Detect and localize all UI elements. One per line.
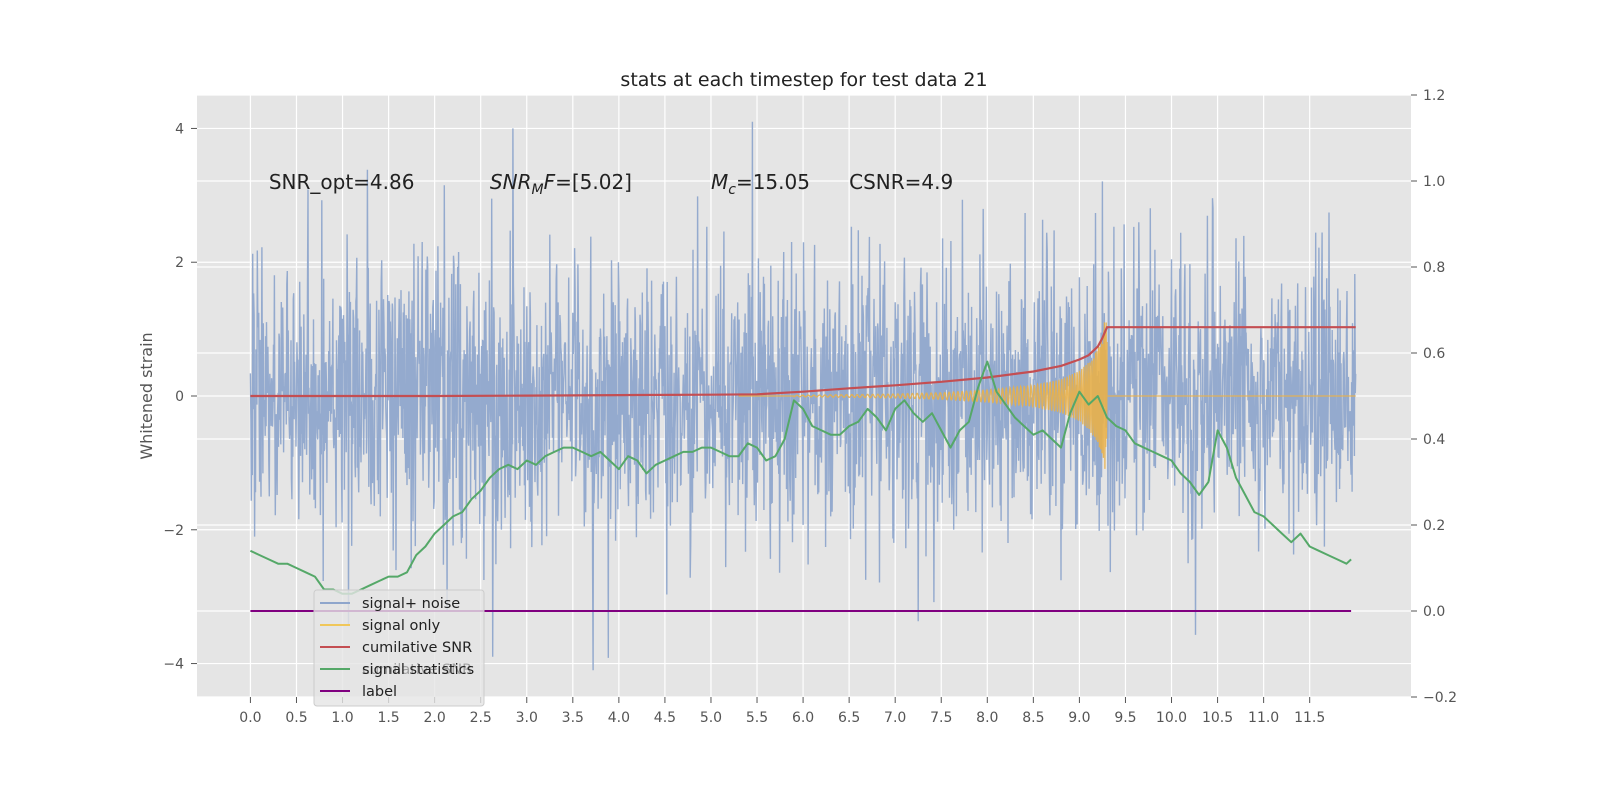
x-tick-label: 4.5 — [654, 710, 676, 726]
x-axis: 0.0 0.5 1.0 1.5 2.0 2.5 3.0 3.5 4.0 4.5 5.0 5.5 6.0 6… — [239, 697, 1325, 726]
legend-label: signal only — [362, 618, 441, 634]
y-tick-label: −2 — [163, 523, 184, 539]
legend-ghost-label: cumilative SNR — [362, 662, 472, 678]
series-line — [250, 326, 1356, 398]
x-tick-label: 3.5 — [562, 710, 584, 726]
series-line — [249, 360, 1352, 595]
y2-tick-label: 0.8 — [1423, 260, 1445, 276]
x-tick-label: 7.0 — [884, 710, 906, 726]
y2-tick-label: 0.6 — [1423, 346, 1445, 362]
y2-tick-label: 1.0 — [1423, 174, 1445, 190]
x-tick-label: 4.0 — [608, 710, 630, 726]
series-signal-noise — [249, 121, 1357, 671]
x-tick-label: 0.0 — [239, 710, 261, 726]
series-line — [249, 121, 1357, 671]
y2-tick-label: 0.4 — [1423, 432, 1445, 448]
x-tick-label: 1.5 — [377, 710, 399, 726]
series-cumilative-snr — [250, 326, 1356, 398]
y-axis-label: Whitened strain — [137, 332, 156, 459]
legend-label: label — [362, 684, 397, 700]
y-tick-label: −4 — [163, 657, 184, 673]
annotation: Mc=15.05 — [711, 170, 810, 198]
x-tick-label: 10.5 — [1202, 710, 1233, 726]
x-tick-label: 9.0 — [1068, 710, 1090, 726]
y2-tick-label: 0.0 — [1423, 604, 1445, 620]
x-tick-label: 9.5 — [1114, 710, 1136, 726]
series-signal-statistics — [249, 360, 1352, 595]
chart-title: stats at each timestep for test data 21 — [620, 69, 987, 91]
x-tick-label: 3.0 — [516, 710, 538, 726]
x-tick-label: 8.5 — [1022, 710, 1044, 726]
y2-tick-label: 0.2 — [1423, 518, 1445, 534]
x-tick-label: 6.0 — [792, 710, 814, 726]
x-tick-label: 10.0 — [1156, 710, 1187, 726]
legend-label: signal+ noise — [362, 596, 460, 612]
x-tick-label: 0.5 — [285, 710, 307, 726]
legend-box — [313, 589, 485, 707]
x-tick-label: 8.0 — [976, 710, 998, 726]
x-tick-label: 7.5 — [930, 710, 952, 726]
x-tick-label: 2.5 — [470, 710, 492, 726]
x-tick-label: 5.0 — [700, 710, 722, 726]
annotation: SNRMF=[5.02] — [490, 170, 632, 198]
y-tick-label: 0 — [175, 389, 184, 405]
x-tick-label: 2.0 — [424, 710, 446, 726]
x-tick-label: 5.5 — [746, 710, 768, 726]
y-tick-label: 4 — [175, 121, 184, 137]
x-tick-label: 1.0 — [331, 710, 353, 726]
x-tick-label: 11.5 — [1294, 710, 1325, 726]
series-signal-only — [738, 322, 1356, 469]
annotations: SNR_opt=4.86 SNRMF=[5.02] Mc=15.05 CSNR=4.9 — [269, 170, 953, 198]
y2-tick-label: −0.2 — [1423, 690, 1457, 706]
annotation: CSNR=4.9 — [849, 170, 953, 194]
legend-label: cumilative SNR — [362, 640, 472, 656]
x-tick-label: 6.5 — [838, 710, 860, 726]
legend-label: signal statistics — [362, 662, 474, 678]
y-tick-label: 2 — [175, 255, 184, 271]
y-axis-right: −0.2 0.0 0.2 0.4 0.6 0.8 1.0 1.2 — [1411, 88, 1457, 706]
series-line — [738, 322, 1356, 469]
x-tick-label: 11.0 — [1248, 710, 1279, 726]
y-axis-left: −4 −2 0 2 4 — [163, 121, 197, 673]
annotation: SNR_opt=4.86 — [269, 170, 415, 194]
y2-tick-label: 1.2 — [1423, 88, 1445, 104]
